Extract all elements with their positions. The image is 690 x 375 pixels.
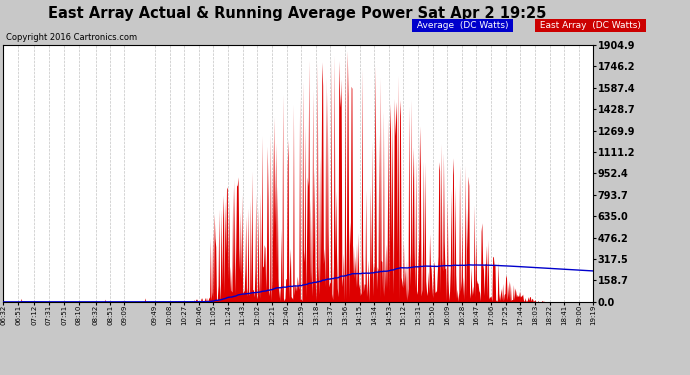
Text: Average  (DC Watts): Average (DC Watts) — [414, 21, 511, 30]
Text: Copyright 2016 Cartronics.com: Copyright 2016 Cartronics.com — [6, 33, 137, 42]
Text: East Array  (DC Watts): East Array (DC Watts) — [537, 21, 644, 30]
Text: East Array Actual & Running Average Power Sat Apr 2 19:25: East Array Actual & Running Average Powe… — [48, 6, 546, 21]
